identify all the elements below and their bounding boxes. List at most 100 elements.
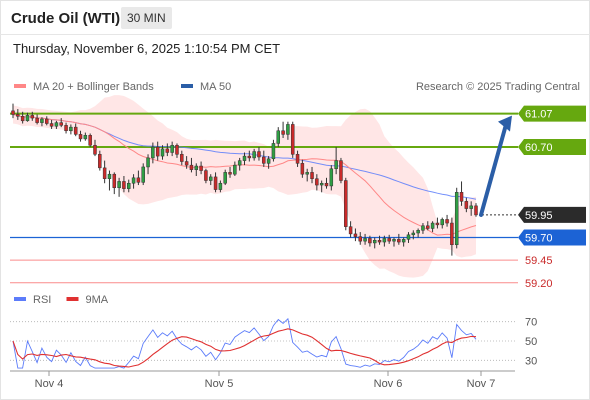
legend-label-0: MA 20 + Bollinger Bands — [33, 81, 154, 93]
candle-body — [141, 166, 145, 183]
x-tick-label-1: Nov 5 — [205, 378, 234, 390]
candle-89 — [440, 217, 444, 229]
candle-body — [281, 130, 285, 135]
candle-body — [146, 157, 150, 168]
candle-body — [160, 148, 165, 157]
candle-35 — [180, 150, 184, 166]
candle-53 — [266, 156, 271, 169]
candle-body — [16, 114, 20, 117]
candle-body — [401, 239, 406, 243]
candle-23 — [122, 176, 126, 193]
candle-91 — [450, 217, 454, 256]
candle-94 — [464, 197, 469, 213]
legend-swatch-0 — [14, 84, 26, 88]
rsi-legend-label-0: RSI — [33, 294, 51, 306]
candle-body — [252, 151, 256, 159]
candle-body — [233, 164, 237, 175]
candle-87 — [430, 221, 435, 233]
candle-18 — [98, 150, 102, 171]
candle-44 — [223, 169, 227, 186]
candle-body — [421, 225, 425, 231]
candle-55 — [276, 127, 281, 148]
candle-body — [324, 182, 329, 187]
candle-body — [40, 118, 44, 123]
candle-body — [329, 168, 334, 187]
candle-body — [290, 124, 295, 155]
candle-7 — [45, 116, 49, 126]
candle-61 — [305, 168, 309, 182]
candle-39 — [199, 161, 203, 175]
candle-body — [300, 163, 305, 175]
candle-5 — [35, 114, 39, 125]
candle-body — [25, 115, 30, 122]
candle-10 — [59, 118, 63, 128]
candle-70 — [348, 221, 353, 238]
candle-21 — [112, 172, 117, 195]
candle-83 — [411, 230, 416, 240]
candle-body — [276, 130, 281, 144]
candle-31 — [160, 145, 165, 160]
candle-11 — [64, 122, 68, 134]
candle-body — [426, 225, 430, 229]
rsi-tick-70: 70 — [525, 317, 537, 329]
candle-27 — [141, 163, 145, 186]
candle-57 — [286, 121, 290, 140]
credit-label: Research © 2025 Trading Central — [416, 81, 580, 93]
candle-1 — [16, 109, 20, 120]
candle-body — [218, 182, 223, 190]
candle-65 — [324, 177, 329, 189]
candle-45 — [228, 166, 232, 178]
candle-body — [262, 156, 266, 164]
candle-41 — [208, 174, 213, 186]
candle-63 — [315, 174, 319, 191]
candle-75 — [372, 237, 377, 249]
candle-body — [59, 122, 63, 126]
candle-body — [73, 126, 78, 135]
candle-body — [344, 180, 348, 227]
candle-body — [228, 172, 232, 175]
candle-8 — [49, 119, 54, 129]
candle-body — [397, 239, 401, 243]
candle-19 — [102, 160, 107, 184]
interval-badge[interactable]: 30 MIN — [121, 7, 172, 29]
candle-body — [88, 135, 92, 146]
candle-32 — [165, 143, 170, 157]
candle-64 — [319, 180, 324, 193]
candle-0 — [11, 103, 15, 119]
candle-body — [175, 144, 179, 155]
candle-body — [35, 117, 39, 123]
candle-25 — [131, 174, 136, 189]
chart-header: Crude Oil (WTI) 30 MIN — [0, 0, 590, 36]
candle-29 — [151, 142, 155, 164]
level-tag-59.95 — [518, 206, 586, 223]
candle-22 — [117, 177, 121, 197]
candle-body — [450, 222, 454, 246]
candle-body — [165, 148, 170, 153]
rsi-ma-line — [12, 328, 477, 368]
candle-body — [30, 115, 35, 119]
candle-body — [136, 177, 141, 183]
candle-body — [445, 219, 449, 224]
candle-body — [454, 192, 459, 246]
candle-9 — [54, 120, 59, 129]
candle-12 — [69, 124, 73, 135]
candle-42 — [213, 172, 218, 193]
candle-72 — [358, 232, 362, 245]
candle-16 — [88, 133, 92, 148]
candle-46 — [233, 161, 237, 176]
level-label-60.70: 60.70 — [525, 142, 553, 154]
candle-body — [69, 126, 73, 132]
candle-body — [213, 176, 218, 190]
candle-body — [348, 226, 353, 235]
level-tag-59.70 — [518, 229, 586, 246]
candle-52 — [262, 150, 266, 167]
candle-20 — [107, 170, 112, 191]
rsi-tick-50: 50 — [525, 336, 537, 348]
candle-48 — [242, 152, 247, 166]
candle-50 — [252, 148, 256, 161]
candle-body — [392, 239, 396, 242]
candle-67 — [334, 147, 338, 175]
candle-body — [184, 161, 189, 166]
candle-90 — [445, 214, 449, 227]
candle-47 — [237, 157, 242, 171]
